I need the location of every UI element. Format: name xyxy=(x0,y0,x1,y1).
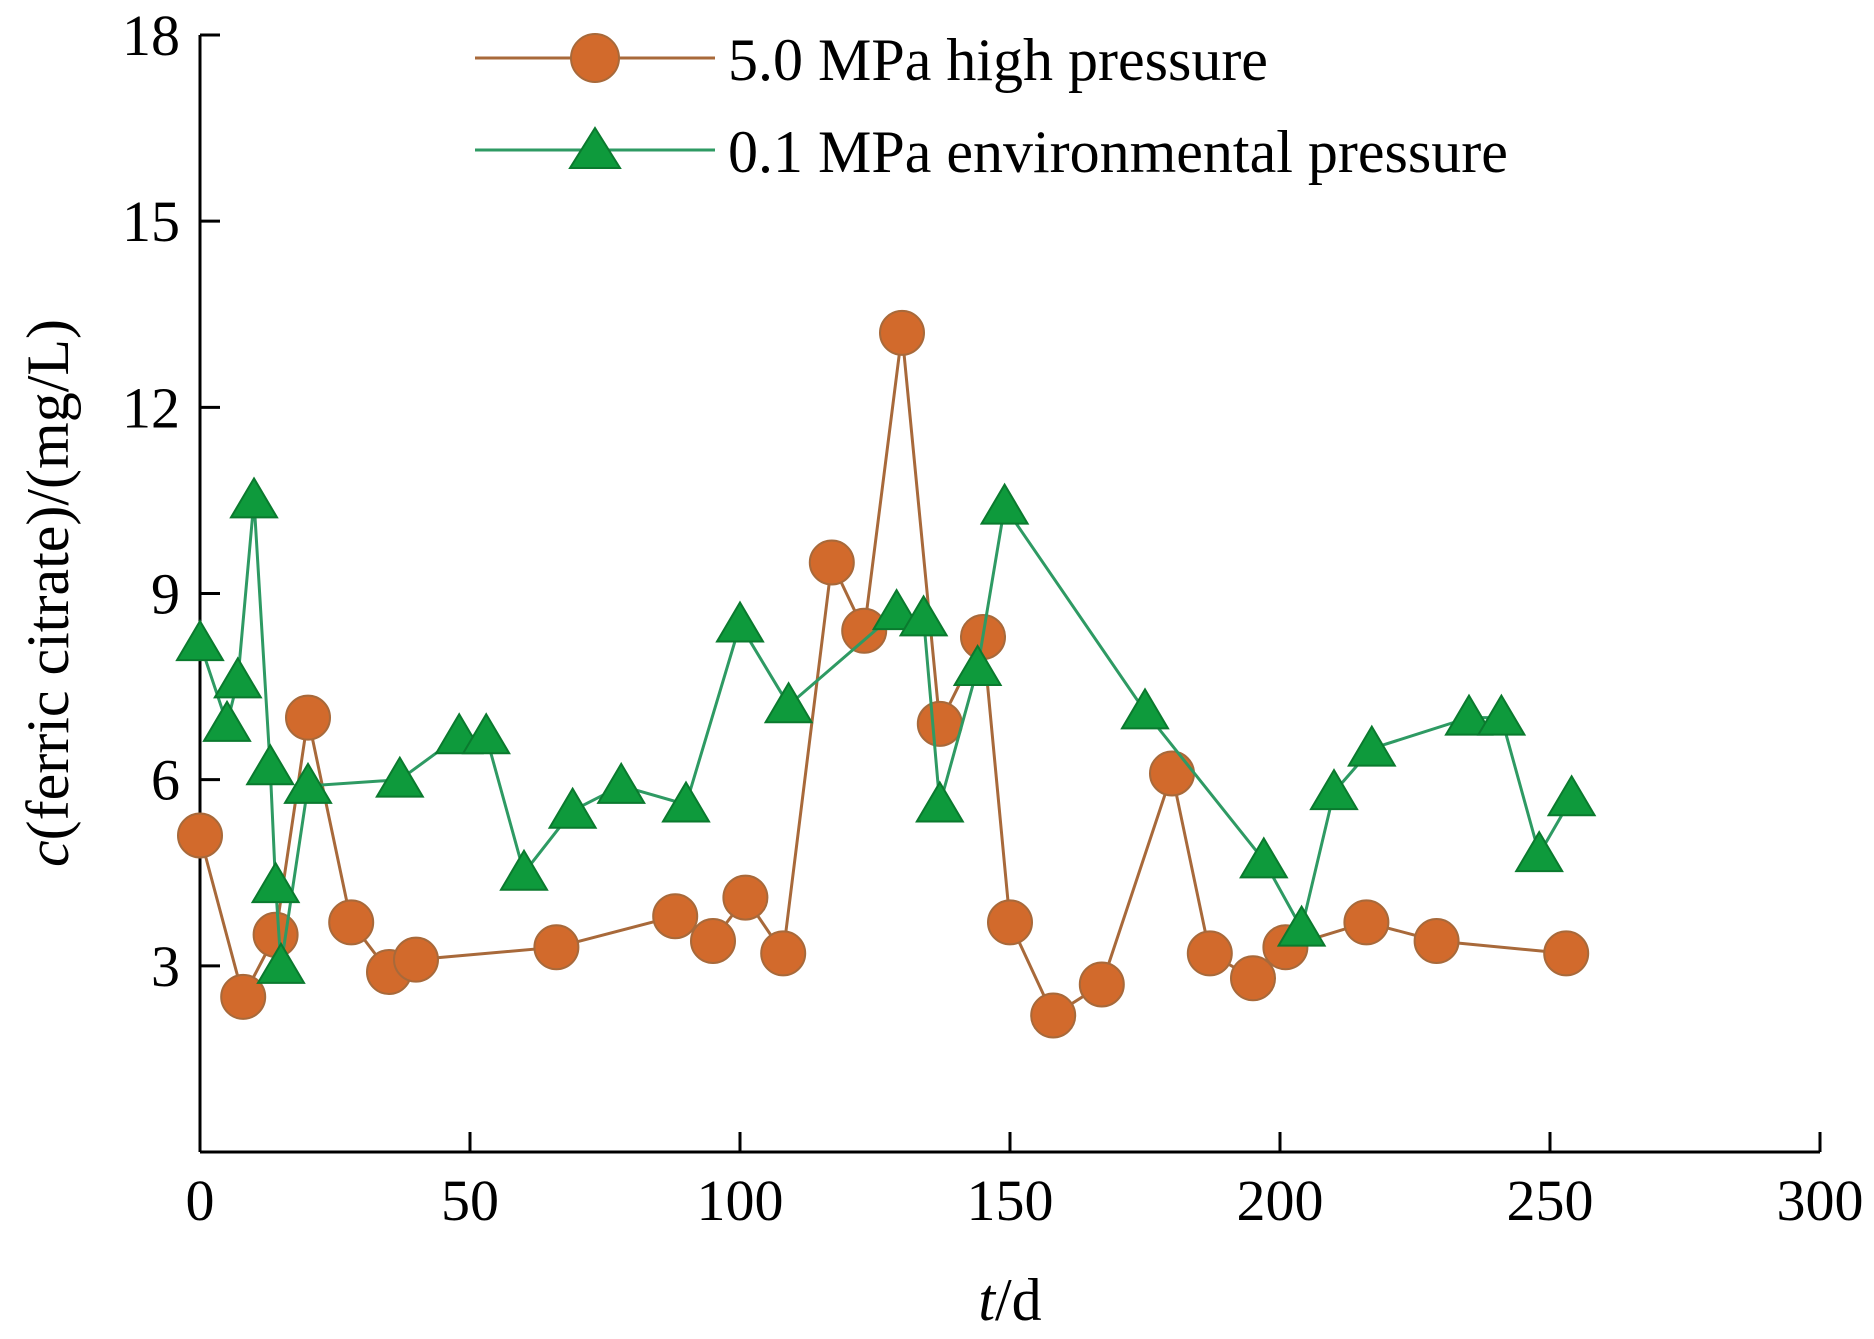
data-point-triangle xyxy=(1347,724,1397,767)
data-point-triangle xyxy=(245,743,295,786)
data-point-circle xyxy=(533,924,580,971)
x-tick-label: 250 xyxy=(1507,1168,1594,1233)
data-point-circle xyxy=(916,700,963,747)
x-tick-label: 0 xyxy=(186,1168,215,1233)
data-point-circle xyxy=(220,973,267,1020)
data-point-triangle xyxy=(202,699,252,742)
ticks: 0 50 100 150 200 250 300 3 6 9 12 15 18 xyxy=(122,3,1864,1233)
data-point-circle xyxy=(760,930,807,977)
data-point-triangle xyxy=(1546,774,1597,817)
data-point-triangle xyxy=(1309,768,1359,811)
legend-item-environmental-pressure: 0.1 MPa environmental pressure xyxy=(475,119,1508,185)
data-point-triangle xyxy=(283,761,333,804)
data-point-triangle xyxy=(596,761,646,804)
data-point-triangle xyxy=(547,786,598,829)
data-point-triangle xyxy=(499,848,549,891)
data-point-triangle xyxy=(229,476,279,519)
y-tick-label: 12 xyxy=(122,375,180,440)
axes xyxy=(198,35,1820,1154)
y-tick-label: 15 xyxy=(122,189,180,254)
y-axis-label: c(ferric citrate)/(mg/L) xyxy=(15,319,81,867)
data-point-triangle xyxy=(763,681,814,724)
data-point-triangle xyxy=(256,941,306,984)
x-tick-label: 300 xyxy=(1777,1168,1864,1233)
data-point-circle xyxy=(987,899,1033,946)
data-point-triangle xyxy=(1444,693,1494,736)
data-point-circle xyxy=(1413,918,1460,965)
series-1 xyxy=(175,476,1597,984)
y-tick-label: 3 xyxy=(151,934,180,999)
y-tick-label: 18 xyxy=(122,3,180,68)
data-point-triangle xyxy=(213,656,263,699)
legend-marker-triangle xyxy=(568,126,622,169)
legend-label-environmental-pressure: 0.1 MPa environmental pressure xyxy=(728,119,1508,185)
data-point-triangle xyxy=(250,861,301,904)
x-tick-label: 50 xyxy=(441,1168,499,1233)
data-point-circle xyxy=(690,918,736,965)
data-point-circle xyxy=(879,309,925,356)
data-point-triangle xyxy=(461,712,511,755)
data-point-circle xyxy=(652,893,699,940)
data-point-triangle xyxy=(979,482,1030,525)
data-point-triangle xyxy=(952,643,1003,686)
data-point-triangle xyxy=(1120,687,1170,730)
data-point-circle xyxy=(328,899,375,946)
data-point-circle xyxy=(841,607,888,654)
data-point-circle xyxy=(1186,930,1233,977)
data-point-triangle xyxy=(1239,836,1289,879)
data-point-triangle xyxy=(898,594,949,637)
data-point-triangle xyxy=(871,588,922,631)
data-point-triangle xyxy=(1514,830,1564,873)
data-point-circle xyxy=(177,812,223,859)
series-0 xyxy=(177,309,1590,1039)
data-point-circle xyxy=(722,874,769,921)
x-tick-label: 200 xyxy=(1237,1168,1324,1233)
data-point-circle xyxy=(285,694,331,741)
series-line-1 xyxy=(198,500,1573,967)
data-point-circle xyxy=(1543,930,1590,977)
series-layer xyxy=(175,309,1597,1039)
data-point-triangle xyxy=(1476,693,1527,736)
data-point-circle xyxy=(1030,992,1077,1039)
data-point-circle xyxy=(1149,750,1195,797)
data-point-circle xyxy=(252,911,299,958)
y-tick-label: 9 xyxy=(151,562,180,627)
legend-label-high-pressure: 5.0 MPa high pressure xyxy=(728,27,1268,93)
data-point-circle xyxy=(808,539,855,586)
legend-marker-circle xyxy=(570,33,620,83)
data-point-triangle xyxy=(1276,904,1327,947)
data-point-circle xyxy=(393,936,439,983)
legend-item-high-pressure: 5.0 MPa high pressure xyxy=(475,27,1268,93)
y-tick-label: 6 xyxy=(151,748,180,813)
legend: 5.0 MPa high pressure 0.1 MPa environmen… xyxy=(475,27,1508,185)
x-tick-label: 100 xyxy=(697,1168,784,1233)
data-point-circle xyxy=(1343,899,1390,946)
data-point-triangle xyxy=(715,600,765,643)
data-point-triangle xyxy=(175,619,225,662)
data-point-circle xyxy=(1078,961,1125,1008)
data-point-triangle xyxy=(661,780,711,823)
x-tick-label: 150 xyxy=(967,1168,1054,1233)
data-point-circle xyxy=(1230,955,1276,1002)
x-axis-label: t/d xyxy=(978,1267,1041,1333)
data-point-triangle xyxy=(375,755,425,798)
data-point-triangle xyxy=(915,780,965,823)
